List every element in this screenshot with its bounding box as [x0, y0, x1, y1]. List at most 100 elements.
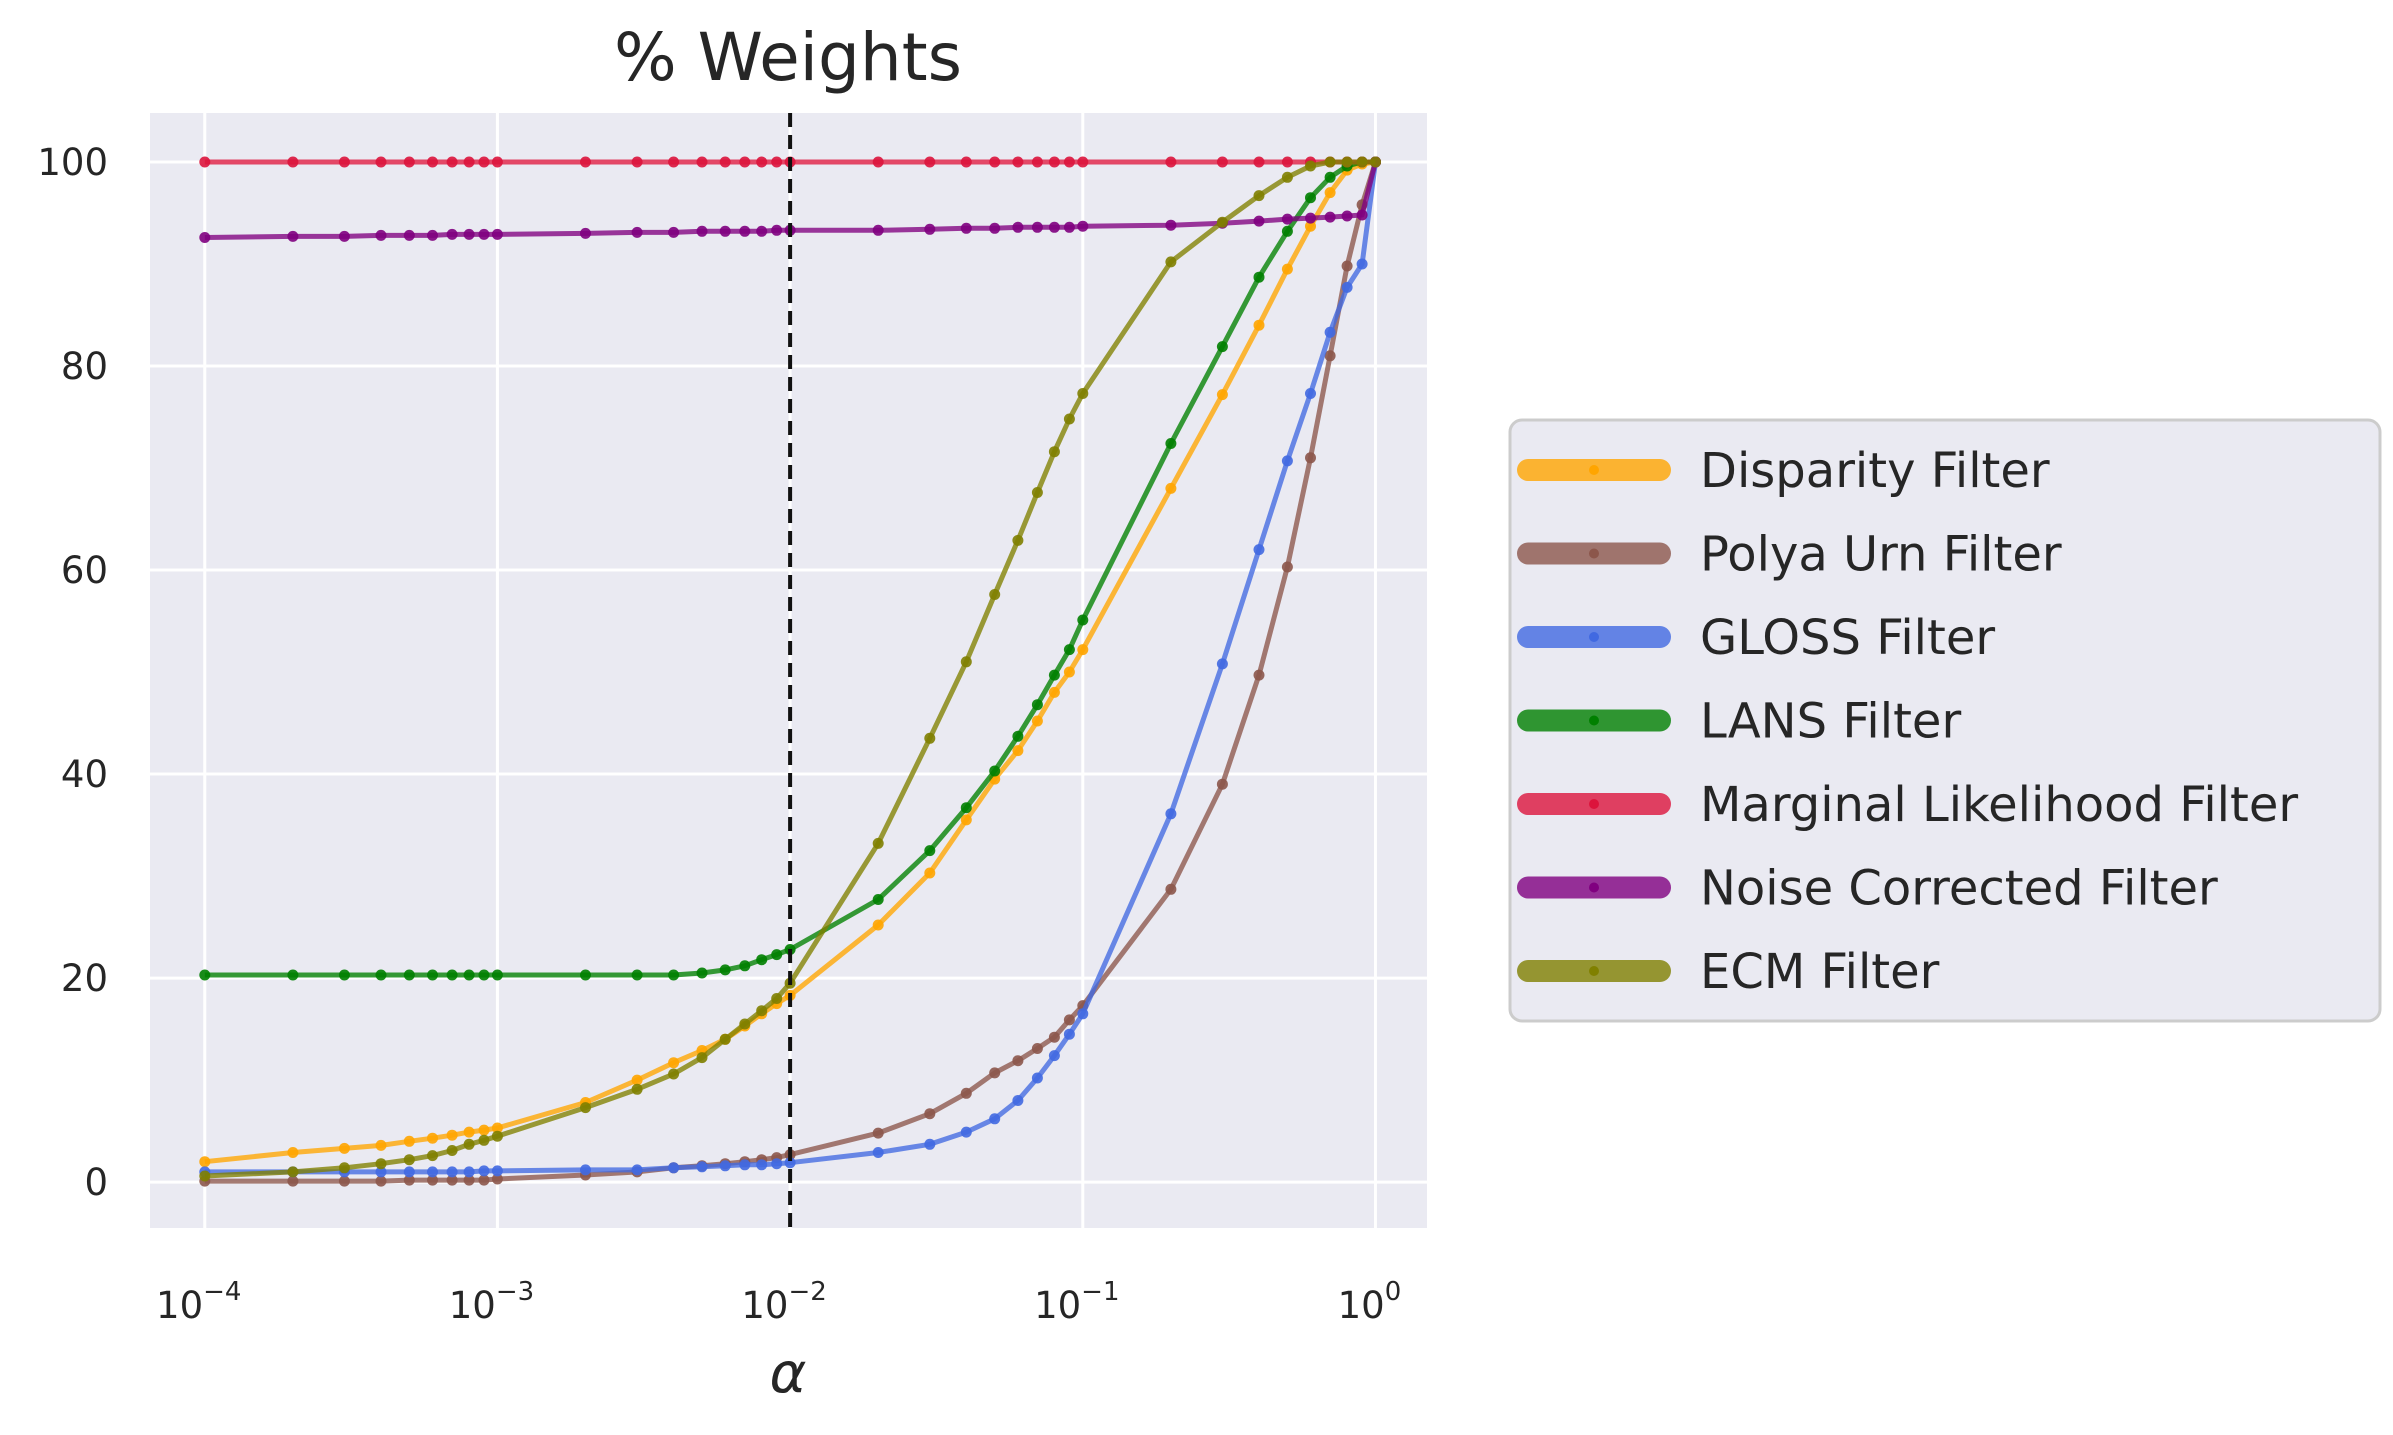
data-point-disparity-filter: [960, 814, 972, 826]
data-point-polya-urn-filter: [1012, 1055, 1024, 1067]
data-point-disparity-filter: [338, 1142, 350, 1154]
data-point-disparity-filter: [375, 1139, 387, 1151]
data-point-noise-corrected-filter: [771, 224, 783, 236]
data-point-gloss-filter: [478, 1165, 490, 1177]
data-point-noise-corrected-filter: [1012, 221, 1024, 233]
data-point-polya-urn-filter: [989, 1067, 1001, 1079]
data-point-ecm-filter: [1305, 160, 1316, 172]
data-point-marginal-likelihood-filter: [1216, 156, 1228, 168]
data-point-marginal-likelihood-filter: [719, 156, 731, 168]
data-point-marginal-likelihood-filter: [478, 156, 490, 168]
data-point-lans-filter: [1281, 225, 1293, 237]
data-point-lans-filter: [338, 969, 350, 981]
data-point-noise-corrected-filter: [1063, 221, 1075, 233]
data-point-gloss-filter: [580, 1164, 591, 1176]
legend-marker: [1589, 882, 1599, 893]
data-point-marginal-likelihood-filter: [1012, 156, 1024, 168]
data-point-disparity-filter: [463, 1126, 475, 1138]
legend-item-gloss-filter: GLOSS Filter: [1517, 610, 1995, 666]
legend-item-noise-corrected-filter: Noise Corrected Filter: [1517, 861, 2218, 917]
legend-marker: [1589, 465, 1599, 475]
data-point-gloss-filter: [1063, 1028, 1075, 1040]
data-point-ecm-filter: [1031, 487, 1043, 498]
data-point-lans-filter: [1048, 669, 1060, 681]
legend: Disparity Filter Polya Urn Filter GLOSS Fi…: [1508, 418, 2382, 1023]
data-point-polya-urn-filter: [1253, 669, 1265, 681]
data-point-disparity-filter: [1031, 715, 1043, 727]
data-point-lans-filter: [375, 969, 387, 981]
data-point-marginal-likelihood-filter: [463, 156, 475, 168]
data-point-lans-filter: [872, 894, 884, 905]
data-point-lans-filter: [287, 969, 299, 981]
data-point-marginal-likelihood-filter: [446, 156, 458, 168]
data-point-gloss-filter: [1165, 808, 1177, 820]
data-point-disparity-filter: [427, 1132, 438, 1144]
data-point-marginal-likelihood-filter: [1253, 156, 1265, 168]
data-point-ecm-filter: [1216, 216, 1228, 228]
data-point-noise-corrected-filter: [668, 226, 680, 238]
data-point-ecm-filter: [668, 1068, 680, 1080]
data-point-gloss-filter: [1048, 1050, 1060, 1062]
data-point-gloss-filter: [719, 1160, 731, 1172]
data-point-gloss-filter: [696, 1161, 708, 1173]
data-point-disparity-filter: [1305, 220, 1316, 232]
data-point-disparity-filter: [872, 919, 884, 931]
y-tick-label: 80: [61, 345, 108, 388]
data-point-polya-urn-filter: [1341, 260, 1353, 272]
data-point-noise-corrected-filter: [1281, 213, 1293, 225]
x-tick-label: 100: [1338, 1277, 1402, 1327]
data-point-gloss-filter: [784, 1157, 796, 1169]
data-point-marginal-likelihood-filter: [696, 156, 708, 168]
data-point-ecm-filter: [446, 1145, 458, 1156]
data-point-noise-corrected-filter: [375, 229, 387, 241]
y-tick-label: 60: [61, 549, 108, 592]
data-point-lans-filter: [1012, 730, 1024, 742]
data-point-ecm-filter: [1324, 156, 1336, 168]
chart-title: % Weights: [614, 19, 962, 96]
data-point-disparity-filter: [1253, 319, 1265, 331]
data-point-polya-urn-filter: [1031, 1043, 1043, 1054]
data-point-noise-corrected-filter: [199, 232, 211, 243]
data-point-disparity-filter: [1077, 644, 1089, 656]
data-point-noise-corrected-filter: [1305, 212, 1316, 224]
data-point-lans-filter: [631, 969, 643, 981]
data-point-polya-urn-filter: [960, 1087, 972, 1099]
y-axis-ticks: 0 20 40 60 80 100: [37, 141, 108, 1204]
data-point-polya-urn-filter: [1324, 350, 1336, 362]
data-point-polya-urn-filter: [1305, 452, 1316, 464]
data-point-marginal-likelihood-filter: [491, 156, 503, 168]
data-point-disparity-filter: [1281, 263, 1293, 275]
data-point-ecm-filter: [375, 1158, 387, 1170]
data-point-noise-corrected-filter: [1077, 220, 1089, 232]
data-point-polya-urn-filter: [924, 1108, 936, 1120]
data-point-disparity-filter: [403, 1135, 415, 1147]
data-point-marginal-likelihood-filter: [427, 156, 438, 168]
data-point-noise-corrected-filter: [1165, 219, 1177, 231]
data-point-gloss-filter: [924, 1138, 936, 1150]
data-point-lans-filter: [771, 949, 783, 961]
data-point-gloss-filter: [1341, 281, 1353, 293]
data-point-polya-urn-filter: [1063, 1014, 1075, 1026]
data-point-lans-filter: [960, 802, 972, 814]
data-point-noise-corrected-filter: [1031, 221, 1043, 233]
data-point-noise-corrected-filter: [1048, 221, 1060, 233]
x-tick-label: 10−1: [1034, 1277, 1119, 1327]
data-point-marginal-likelihood-filter: [338, 156, 350, 168]
data-point-noise-corrected-filter: [631, 226, 643, 238]
data-point-marginal-likelihood-filter: [668, 156, 680, 168]
data-point-noise-corrected-filter: [696, 225, 708, 237]
legend-item-disparity-filter: Disparity Filter: [1517, 443, 2050, 499]
y-tick-label: 0: [84, 1161, 108, 1204]
data-point-polya-urn-filter: [1281, 561, 1293, 573]
data-point-gloss-filter: [375, 1166, 387, 1178]
data-point-noise-corrected-filter: [427, 229, 438, 241]
data-point-lans-filter: [580, 969, 591, 981]
data-point-ecm-filter: [1253, 190, 1265, 202]
data-point-polya-urn-filter: [1048, 1031, 1060, 1043]
data-point-ecm-filter: [756, 1005, 768, 1017]
data-point-noise-corrected-filter: [1341, 210, 1353, 222]
data-point-polya-urn-filter: [403, 1174, 415, 1186]
legend-item-lans-filter: LANS Filter: [1517, 694, 1961, 750]
data-point-gloss-filter: [1324, 326, 1336, 338]
data-point-disparity-filter: [1063, 666, 1075, 678]
